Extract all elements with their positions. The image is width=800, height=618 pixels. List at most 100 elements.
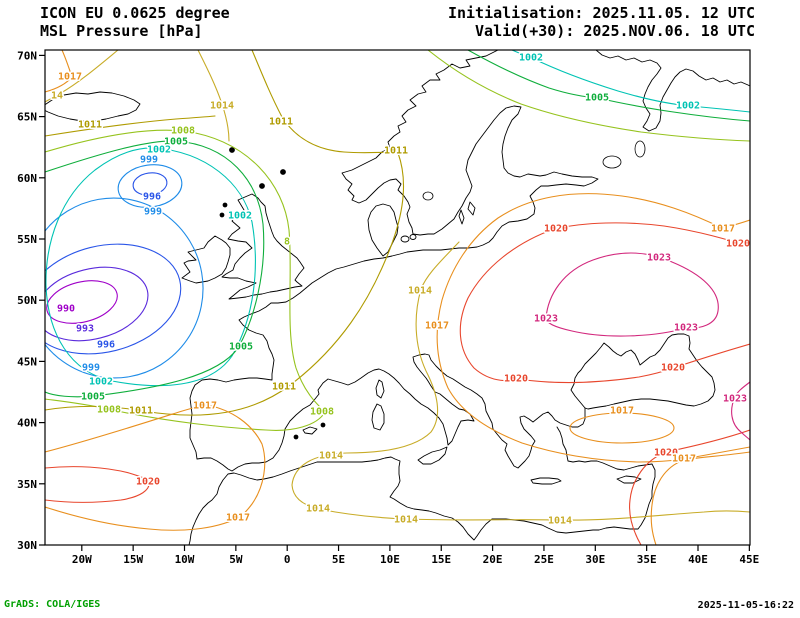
lat-tick-label: 65N — [17, 111, 37, 124]
contour-label-1005: 1005 — [81, 392, 105, 403]
isobar-1020-southeast — [629, 429, 750, 545]
coast-west-south-europe — [189, 287, 586, 472]
island-crete — [530, 477, 562, 485]
contour-label-1023: 1023 — [647, 253, 671, 264]
island-ibiza — [293, 434, 299, 440]
contour-label-1014: 1014 — [408, 286, 432, 297]
isobar-999 — [45, 197, 204, 379]
coastlines — [45, 50, 750, 545]
contour-label-999: 999 — [140, 155, 158, 166]
isobar-1002-arctic — [511, 50, 750, 113]
lon-tick-label: 45E — [739, 553, 759, 566]
creation-timestamp: 2025-11-05-16:22 — [697, 600, 794, 611]
contour-label-999: 999 — [144, 207, 162, 218]
isobar-1014-ridge — [197, 50, 230, 142]
island-sicily — [417, 446, 448, 465]
coast-turkey-levant-africa — [188, 426, 656, 545]
island-mallorca — [302, 426, 318, 435]
contour-label-1011: 1011 — [384, 146, 408, 157]
island-shetland — [280, 169, 286, 175]
contour-label-1008: 1008 — [310, 407, 334, 418]
contour-label-1014: 1014 — [306, 504, 330, 515]
lon-tick-label: 30E — [585, 553, 605, 566]
isobar-1005 — [45, 140, 265, 398]
contour-label-1011: 1011 — [269, 117, 293, 128]
lon-tick-label: 20E — [483, 553, 503, 566]
lat-tick-label: 35N — [17, 478, 37, 491]
isobar-1014-europe — [291, 241, 750, 521]
contour-label-1014: 1014 — [210, 101, 234, 112]
island-hebrides — [222, 202, 228, 208]
lon-tick-label: 10E — [380, 553, 400, 566]
lat-tick-label: 60N — [17, 172, 37, 185]
axis-labels: 70N 65N 60N 55N 50N 45N 40N 35N 30N 20W 15W 10W 5W 0 5… — [17, 49, 759, 566]
lon-tick-label: 5W — [229, 553, 243, 566]
isobar-1011-west — [45, 115, 216, 137]
isobar-999-secondary — [117, 164, 183, 208]
coast-ireland — [181, 235, 231, 284]
contour-label-1002: 1002 — [519, 53, 543, 64]
coast-black-sea — [570, 333, 716, 410]
contour-label-1020: 1020 — [544, 224, 568, 235]
island-orkney — [259, 183, 265, 189]
island-cyprus — [616, 475, 642, 484]
contour-label-1014: 1014 — [548, 516, 572, 527]
contour-label-1017: 1017 — [711, 224, 735, 235]
contour-label-1020: 1020 — [726, 239, 750, 250]
contour-label-1002: 1002 — [676, 101, 700, 112]
lat-tick-label: 55N — [17, 233, 37, 246]
isobar-1017-anatolia — [569, 412, 675, 444]
contour-labels: 1017141011101410111011100810051002999996… — [49, 51, 750, 528]
lat-tick-label: 30N — [17, 539, 37, 552]
contour-label-1005: 1005 — [585, 93, 609, 104]
contour-label-1023: 1023 — [723, 394, 747, 405]
lat-tick-label: 50N — [17, 294, 37, 307]
contour-label-1002: 1002 — [147, 145, 171, 156]
coast-great-britain — [221, 193, 305, 300]
contour-label-1020: 1020 — [136, 477, 160, 488]
danish-island — [409, 234, 417, 240]
lat-tick-label: 70N — [17, 49, 37, 62]
isobar-993 — [45, 266, 149, 342]
contour-label-1017: 1017 — [193, 401, 217, 412]
contour-label-1011: 1011 — [129, 406, 153, 417]
contour-label-999: 999 — [82, 363, 100, 374]
island-sardinia — [371, 403, 385, 431]
contour-label-1005: 1005 — [164, 137, 188, 148]
isobar-1017-southeast — [650, 451, 750, 545]
contour-label-1008: 8 — [284, 237, 290, 248]
lat-tick-label: 45N — [17, 355, 37, 368]
contour-label-1011: 1011 — [272, 382, 296, 393]
contour-label-996: 996 — [143, 192, 161, 203]
valid-time: Valid(+30): 2025.NOV.06. 18 UTC — [475, 22, 755, 40]
lake-ladoga — [602, 155, 622, 169]
contour-label-1008: 1008 — [97, 405, 121, 416]
contour-label-1017: 1017 — [672, 454, 696, 465]
island-oland — [458, 209, 465, 225]
contour-label-1014: 1014 — [394, 515, 418, 526]
lon-tick-label: 35E — [637, 553, 657, 566]
isobar-1023-core — [545, 252, 719, 337]
model-title: ICON EU 0.0625 degree — [40, 4, 230, 22]
contour-label-1005: 1005 — [229, 342, 253, 353]
lon-tick-label: 15E — [431, 553, 451, 566]
danish-island — [400, 235, 410, 243]
contour-label-1017: 1017 — [610, 406, 634, 417]
grads-credit: GrADS: COLA/IGES — [4, 599, 101, 610]
island-gotland — [467, 201, 476, 216]
lake-vanern — [422, 191, 434, 201]
island-faroe — [229, 147, 235, 153]
contour-label-1023: 1023 — [674, 323, 698, 334]
isobar-996 — [45, 243, 182, 355]
lon-tick-label: 25E — [534, 553, 554, 566]
contour-label-1014: 14 — [51, 91, 63, 102]
contour-label-1008: 1008 — [171, 126, 195, 137]
lake-onega — [634, 140, 646, 158]
isobar-996-secondary — [132, 172, 168, 196]
isobar-1020-morocco — [45, 466, 150, 503]
island-hebrides — [219, 212, 225, 218]
isobar-1002 — [45, 147, 256, 387]
field-title: MSL Pressure [hPa] — [40, 22, 203, 40]
